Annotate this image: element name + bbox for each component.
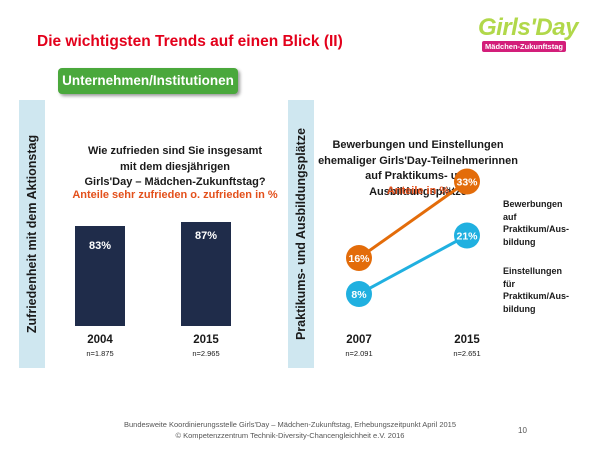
right-question-line: auf Praktikums- und Ausbildungsplätze <box>365 170 471 198</box>
series-1-point <box>454 168 480 195</box>
series-2-point-label: 21% <box>456 231 478 243</box>
bar-value-label: 87% <box>194 229 218 242</box>
girlsday-logo-subtitle: Mädchen-Zukunftstag <box>482 41 566 52</box>
right-side-label-bar: Praktikums- und Ausbildungsplätze <box>288 100 314 368</box>
right-question: Bewerbungen und Einstellungen ehemaliger… <box>318 138 518 200</box>
x-tick-label: 2015 <box>454 334 480 346</box>
left-question: Wie zufrieden sind Sie insgesamt mit dem… <box>50 144 300 191</box>
legend-line: Bewerbungen <box>503 199 563 209</box>
series-line-2 <box>358 234 468 296</box>
legend-series2: Einstellungen für Praktikum/Aus- bildung <box>503 265 583 315</box>
sample-size-label: n=1.875 <box>86 349 114 358</box>
legend-line: Einstellungen <box>503 266 563 276</box>
series-2-point-label: 8% <box>351 289 367 301</box>
series-1-point-label: 33% <box>456 177 478 189</box>
legend-line: auf <box>503 211 517 222</box>
girlsday-logo: Girls'Day <box>478 14 578 41</box>
bar-value-label: 83% <box>88 240 112 253</box>
series-1-point <box>346 245 372 271</box>
section-badge: Unternehmen/Institutionen <box>58 68 238 94</box>
sample-size-label: n=2.091 <box>345 349 373 358</box>
legend-series1: Bewerbungen auf Praktikum/Aus- bildung <box>503 198 583 248</box>
x-tick-label: 2004 <box>87 334 113 346</box>
x-tick-label: 2007 <box>346 334 372 346</box>
sample-size-label: n=2.651 <box>453 349 481 358</box>
left-question-line: mit dem diesjährigen <box>119 160 231 173</box>
legend-line: Praktikum/Aus- <box>503 224 570 234</box>
right-note: Anteile in % <box>386 185 450 197</box>
series-2-point <box>346 281 372 307</box>
right-question-line: ehemaliger Girls'Day-Teilnehmerinnen <box>318 154 518 167</box>
x-tick-label: 2015 <box>193 334 219 346</box>
legend-line: Praktikum/Aus- <box>503 291 570 301</box>
series-line-1 <box>358 180 468 260</box>
page-number: 10 <box>518 426 527 435</box>
bar-2015: 87% <box>181 221 231 326</box>
footer-source: Bundesweite Koordinierungsstelle Girls'D… <box>123 420 457 429</box>
left-question-line: Girls'Day – Mädchen-Zukunftstag? <box>84 176 266 188</box>
left-question-line: Wie zufrieden sind Sie insgesamt <box>87 145 263 157</box>
legend-line: bildung <box>503 303 536 314</box>
left-note: Anteile sehr zufrieden o. zufrieden in % <box>72 189 278 201</box>
bar-2004: 83% <box>75 226 125 326</box>
series-1-point-label: 16% <box>348 253 370 265</box>
legend-line: für <box>503 278 515 289</box>
page-title: Die wichtigsten Trends auf einen Blick (… <box>37 33 343 50</box>
left-side-label-bar: Zufriedenheit mit dem Aktionstag <box>19 100 45 368</box>
right-question-line: Bewerbungen und Einstellungen <box>332 139 504 151</box>
legend-line: bildung <box>503 236 536 247</box>
sample-size-label: n=2.965 <box>192 349 220 358</box>
series-2-point <box>454 222 480 249</box>
footer-copyright: © Kompetenzzentrum Technik-Diversity-Cha… <box>175 431 405 440</box>
